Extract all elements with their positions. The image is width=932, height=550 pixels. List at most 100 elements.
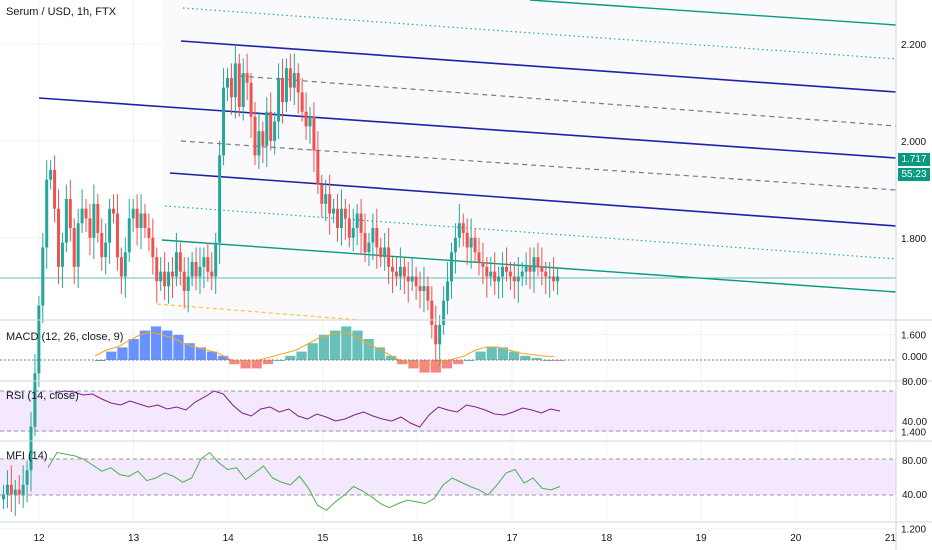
rsi-label[interactable]: RSI (14, close) bbox=[6, 390, 79, 402]
candle-body bbox=[29, 426, 33, 471]
candle-body bbox=[92, 203, 96, 238]
candle-body bbox=[300, 92, 304, 112]
time-tick-label: 19 bbox=[696, 533, 708, 544]
macd-histogram-bar bbox=[352, 330, 363, 360]
candlestick-series bbox=[2, 44, 560, 516]
indicator-axis-label: 40.00 bbox=[902, 417, 927, 428]
outer-lower-dotted bbox=[164, 205, 897, 260]
candle-body bbox=[434, 324, 438, 345]
macd-label[interactable]: MACD (12, 26, close, 9) bbox=[6, 331, 124, 343]
candle-body bbox=[512, 276, 516, 282]
time-tick-label: 15 bbox=[317, 533, 329, 544]
candle-body bbox=[485, 266, 489, 277]
price-tick-label: 1.600 bbox=[901, 331, 926, 342]
macd-histogram-bar bbox=[341, 326, 352, 360]
candle-body bbox=[119, 257, 123, 277]
macd-histogram-bar bbox=[173, 334, 184, 360]
candle-body bbox=[49, 169, 53, 180]
candle-body bbox=[410, 276, 414, 282]
rsi-series bbox=[54, 390, 561, 428]
candle-body bbox=[343, 208, 347, 219]
candle-body bbox=[13, 489, 17, 495]
candle-body bbox=[332, 208, 336, 214]
pitchfork-drawing[interactable] bbox=[0, 0, 897, 321]
channel-top-line bbox=[38, 97, 897, 159]
candle-body bbox=[497, 276, 501, 282]
candle-body bbox=[430, 300, 434, 325]
candle-body bbox=[76, 223, 80, 267]
macd-histogram-bar bbox=[430, 360, 441, 373]
candle-body bbox=[312, 116, 316, 151]
candle-body bbox=[449, 252, 453, 282]
candle-body bbox=[320, 184, 324, 204]
rsi-line bbox=[54, 390, 561, 428]
macd-histogram-bar bbox=[206, 351, 218, 360]
macd-histogram-bar bbox=[285, 355, 296, 360]
macd-histogram-bar bbox=[531, 357, 542, 360]
candle-body bbox=[45, 179, 49, 248]
candle-body bbox=[115, 213, 119, 258]
time-tick-label: 12 bbox=[33, 533, 45, 544]
candle-body bbox=[544, 271, 548, 277]
macd-histogram-bar bbox=[184, 343, 195, 360]
upper-median-line bbox=[239, 75, 897, 127]
macd-histogram-bar bbox=[307, 343, 318, 360]
candle-body bbox=[402, 266, 406, 277]
candle-body bbox=[265, 111, 269, 146]
candle-body bbox=[60, 242, 64, 267]
candle-body bbox=[556, 276, 560, 282]
candle-body bbox=[170, 271, 174, 277]
candle-body bbox=[383, 247, 387, 258]
candle-body bbox=[147, 228, 151, 238]
yellow-dashed-line bbox=[156, 303, 361, 321]
macd-histogram-bar bbox=[117, 347, 128, 360]
candle-body bbox=[536, 257, 540, 267]
time-tick-label: 16 bbox=[412, 533, 424, 544]
candle-body bbox=[96, 203, 100, 233]
channel-upper-line bbox=[180, 40, 897, 93]
candle-body bbox=[127, 218, 131, 253]
candle-body bbox=[139, 213, 143, 229]
symbol-title[interactable]: Serum / USD, 1h, FTX bbox=[6, 6, 117, 18]
candle-body bbox=[237, 63, 241, 107]
price-tick-label: 1.400 bbox=[901, 428, 926, 439]
current-price-tag: 1.717 bbox=[898, 153, 930, 166]
candle-body bbox=[391, 266, 395, 272]
time-tick-label: 13 bbox=[128, 533, 140, 544]
candle-body bbox=[363, 232, 367, 253]
candle-body bbox=[143, 213, 147, 229]
candle-body bbox=[163, 271, 167, 287]
candle-body bbox=[379, 247, 383, 258]
candle-body bbox=[64, 199, 68, 243]
candle-body bbox=[190, 261, 194, 277]
candle-body bbox=[210, 271, 214, 277]
candle-body bbox=[418, 286, 422, 292]
candle-body bbox=[17, 489, 21, 495]
candle-body bbox=[532, 257, 536, 272]
candle-body bbox=[426, 286, 430, 301]
candle-body bbox=[108, 208, 112, 243]
macd-signal-line bbox=[94, 331, 554, 366]
candle-body bbox=[112, 208, 116, 214]
candle-body bbox=[438, 324, 442, 345]
mfi-label[interactable]: MFI (14) bbox=[6, 450, 48, 462]
candle-body bbox=[328, 194, 332, 214]
candle-body bbox=[198, 266, 202, 277]
candle-body bbox=[229, 77, 233, 98]
macd-histogram-bar bbox=[240, 360, 251, 369]
candle-body bbox=[214, 242, 218, 277]
time-tick-label: 14 bbox=[223, 533, 235, 544]
macd-histogram-bar bbox=[486, 347, 497, 360]
mfi-band bbox=[0, 459, 896, 495]
candle-body bbox=[151, 237, 155, 258]
candle-body bbox=[21, 484, 25, 495]
candle-body bbox=[461, 223, 465, 233]
candle-body bbox=[37, 305, 41, 374]
macd-histogram-bar bbox=[363, 339, 374, 360]
candle-body bbox=[245, 73, 249, 83]
price-tick-label: 2.200 bbox=[901, 40, 926, 51]
price-tick-label: 2.000 bbox=[901, 137, 926, 148]
macd-histogram-bar bbox=[453, 360, 464, 365]
candle-body bbox=[355, 213, 359, 229]
